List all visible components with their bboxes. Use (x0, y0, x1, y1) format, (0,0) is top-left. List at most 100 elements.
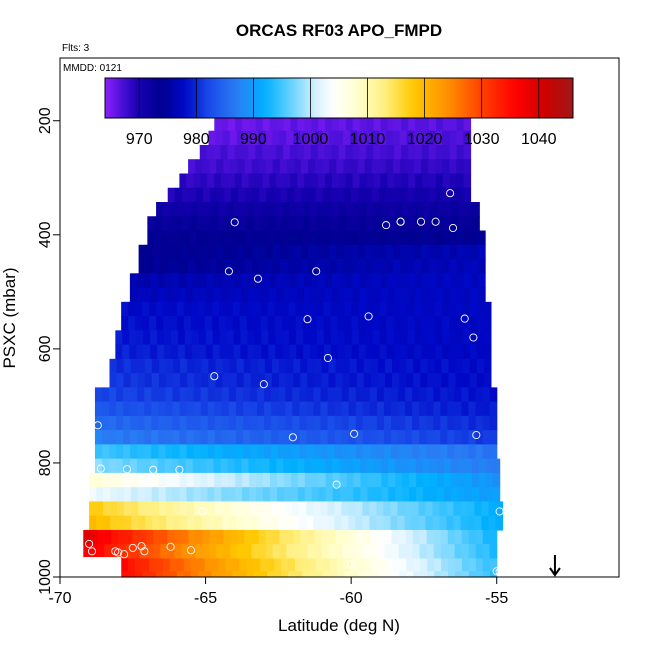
heatmap-cell (306, 444, 315, 460)
heatmap-cell (142, 301, 150, 317)
heatmap-cell (384, 358, 393, 374)
heatmap-cell (308, 159, 316, 175)
heatmap-cell (132, 529, 140, 545)
heatmap-cell (232, 216, 240, 232)
heatmap-cell (163, 316, 171, 331)
heatmap-cell (442, 116, 451, 132)
colorbar: 970 980 990 1000 1010 1020 1030 1040 (104, 77, 574, 148)
heatmap-cell (172, 401, 181, 417)
heatmap-cell (235, 116, 243, 132)
heatmap-cell (376, 501, 385, 517)
heatmap-cell (129, 458, 138, 474)
heatmap-cell (172, 415, 181, 431)
heatmap-cell (214, 487, 222, 503)
heatmap-cell (190, 301, 199, 317)
sample-point (96, 474, 105, 483)
heatmap-cell (231, 230, 240, 246)
heatmap-cell (376, 401, 385, 417)
heatmap-cell (402, 472, 410, 488)
heatmap-cell (303, 273, 312, 289)
heatmap-cell (456, 187, 465, 203)
heatmap-cell (262, 273, 270, 289)
heatmap-cell (442, 187, 450, 203)
heatmap-cell (128, 316, 136, 331)
heatmap-cell (271, 401, 279, 417)
heatmap-cell (435, 344, 443, 360)
heatmap-cell (421, 301, 429, 317)
heatmap-cell (345, 144, 354, 160)
heatmap-cell (294, 187, 303, 203)
heatmap-cell (435, 330, 443, 346)
heatmap-cell (351, 230, 360, 246)
heatmap-cell (217, 187, 225, 203)
heatmap-cell (216, 544, 225, 560)
heatmap-cell (261, 330, 269, 346)
heatmap-cell (213, 458, 222, 474)
heatmap-cell (483, 344, 492, 360)
heatmap-cell (180, 358, 188, 374)
heatmap-cell (344, 344, 353, 360)
heatmap-cell (207, 487, 215, 503)
heatmap-cell (272, 259, 281, 274)
heatmap-cell (103, 487, 111, 503)
heatmap-cell (278, 415, 286, 431)
heatmap-cell (434, 358, 443, 374)
heatmap-cell (443, 287, 451, 303)
heatmap-cell (320, 401, 329, 417)
heatmap-cell (97, 544, 105, 560)
heatmap-cell (222, 130, 231, 146)
heatmap-cell (188, 159, 196, 175)
heatmap-cell (485, 458, 494, 474)
heatmap-cell (236, 373, 245, 388)
heatmap-cell (206, 273, 215, 289)
heatmap-cell (385, 159, 394, 175)
heatmap-cell (261, 344, 269, 360)
heatmap-cell (248, 144, 256, 160)
heatmap-cell (153, 544, 161, 560)
heatmap-cell (364, 259, 373, 274)
heatmap-cell (386, 244, 394, 260)
heatmap-cell (194, 515, 202, 531)
heatmap-cell (233, 202, 241, 217)
heatmap-cell (247, 330, 256, 346)
heatmap-cell (390, 444, 399, 460)
heatmap-cell (392, 373, 400, 388)
sample-point (460, 314, 469, 323)
heatmap-cell (301, 244, 309, 260)
heatmap-cell (288, 316, 297, 331)
heatmap-cell (250, 401, 258, 417)
heatmap-cell (323, 230, 331, 246)
heatmap-cell (170, 330, 179, 346)
heatmap-cell (364, 187, 373, 203)
heatmap-cell (367, 472, 375, 488)
heatmap-cell (301, 571, 310, 578)
heatmap-cell (394, 144, 402, 160)
heatmap-cell (250, 415, 258, 431)
heatmap-cell (422, 287, 430, 303)
heatmap-cell (124, 515, 132, 531)
heatmap-cell (329, 187, 338, 203)
sample-point (93, 421, 102, 430)
chart-title: ORCAS RF03 APO_FMPD (236, 21, 442, 40)
heatmap-cell (427, 571, 435, 578)
heatmap-cell (209, 244, 217, 260)
heatmap-cell (96, 501, 104, 517)
heatmap-cell (324, 202, 333, 217)
heatmap-cell (283, 458, 291, 474)
heatmap-cell (290, 144, 298, 160)
heatmap-cell (428, 344, 436, 360)
heatmap-cell (101, 401, 110, 417)
heatmap-cell (341, 401, 350, 417)
heatmap-cell (228, 487, 236, 503)
heatmap-cell (147, 216, 155, 232)
heatmap-cell (357, 558, 366, 572)
x-axis-label: Latitude (deg N) (278, 616, 400, 635)
heatmap-cell (94, 387, 103, 403)
heatmap-cell (274, 316, 283, 331)
heatmap-cell (436, 273, 444, 289)
heatmap-cell (383, 430, 392, 445)
heatmap-cell (475, 401, 484, 417)
heatmap-cell (147, 230, 155, 246)
heatmap-cell (221, 116, 229, 132)
heatmap-cell (151, 373, 160, 388)
